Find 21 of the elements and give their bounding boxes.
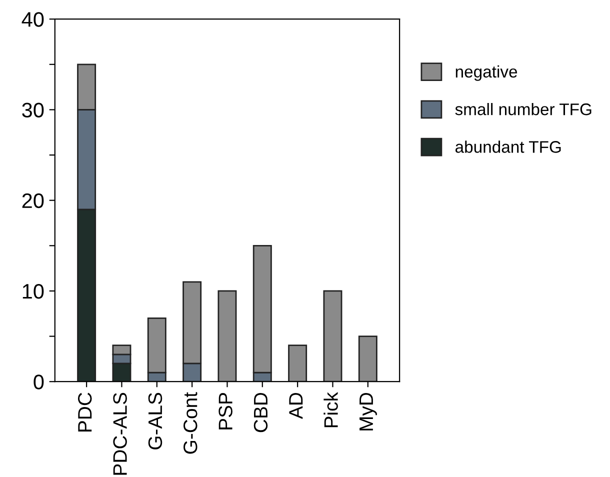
y-tick-label: 30: [22, 102, 44, 118]
y-tick-label: 20: [22, 193, 44, 208]
x-tick-label: G-Cont: [184, 392, 198, 454]
y-tick-label: 40: [22, 12, 44, 27]
bar: [323, 290, 342, 382]
bar: [288, 344, 308, 382]
bar: [218, 290, 237, 382]
x-tick-label: CBD: [254, 392, 268, 432]
x-tick-label: PDC: [78, 392, 92, 432]
bar: [358, 336, 378, 382]
legend-label: negative: [456, 65, 518, 81]
x-tick-label: PSP: [218, 393, 232, 430]
x-tick-label: Pick: [324, 392, 338, 428]
x-tick-label: MyD: [360, 392, 377, 430]
x-tick-label: PDC-ALS: [113, 392, 127, 475]
legend-label: abundant TFG: [455, 140, 561, 153]
x-tick-label: G-ALS: [148, 392, 162, 450]
y-tick-label: 0: [34, 374, 44, 390]
x-tick-label: AD: [289, 392, 303, 419]
y-tick-label: 10: [22, 284, 44, 299]
legend-label: small number TFG: [455, 102, 592, 116]
